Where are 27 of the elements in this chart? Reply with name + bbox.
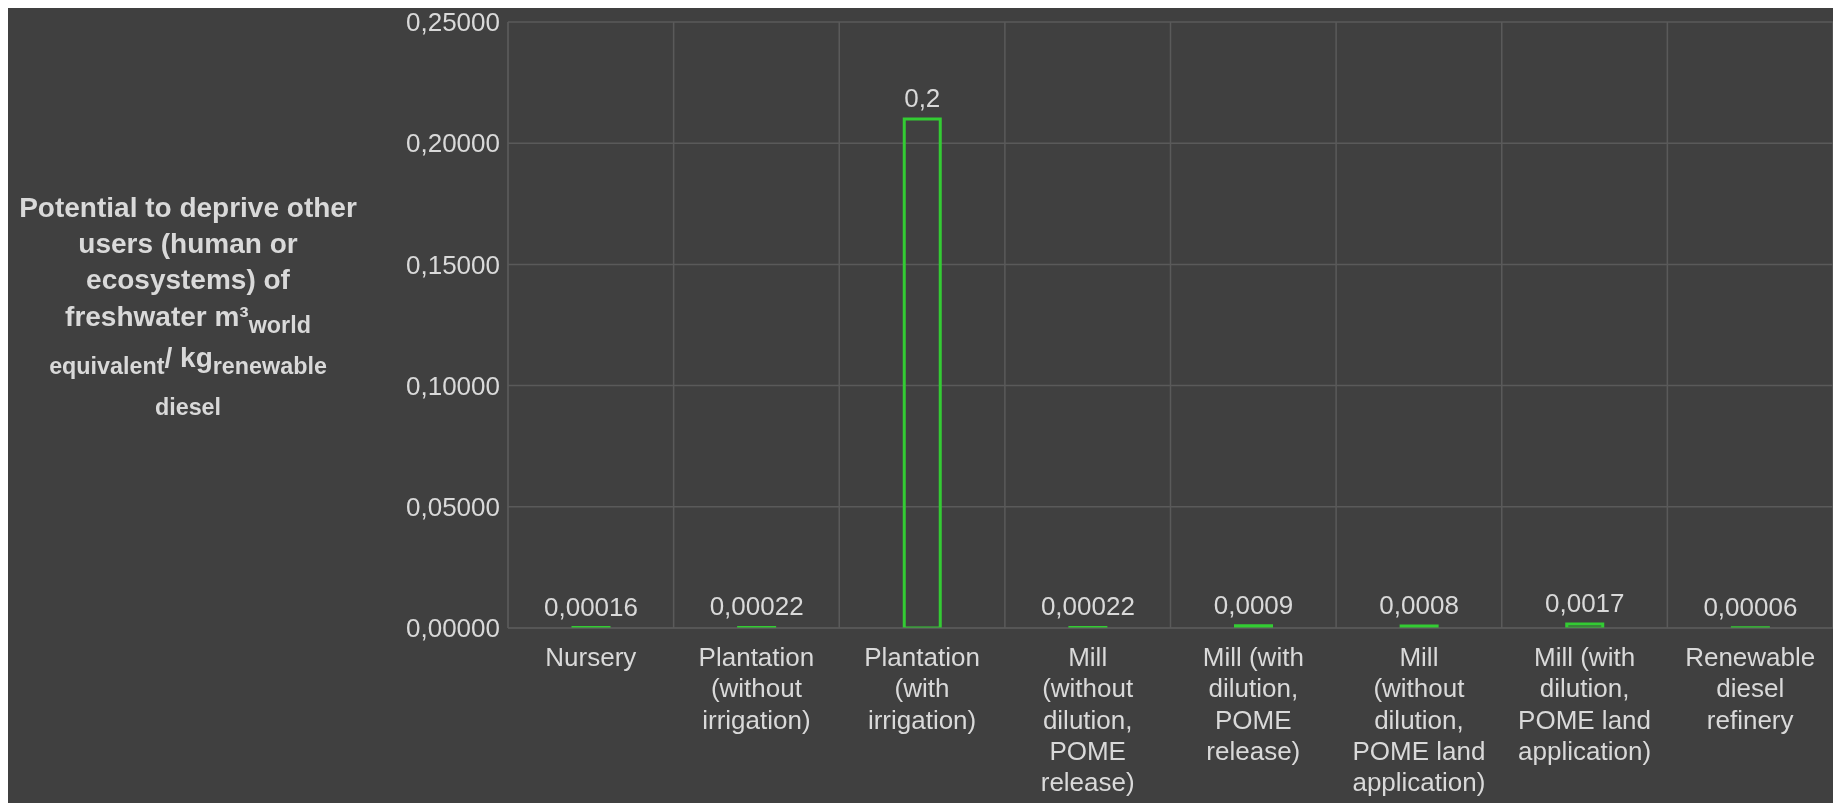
data-label: 0,0008 <box>1379 590 1459 621</box>
x-tick-label: Mill (with dilution, POME release) <box>1202 642 1304 766</box>
data-label: 0,0009 <box>1213 589 1294 620</box>
bar <box>1068 625 1108 628</box>
data-label: 0,00006 <box>1703 591 1798 622</box>
y-tick-label: 0,15000 <box>406 249 500 280</box>
x-tick-label: Plantation (with irrigation) <box>864 642 980 735</box>
bar <box>1234 624 1273 628</box>
data-label: 0,00022 <box>709 591 804 622</box>
x-tick-label: Mill (without dilution, POME release) <box>1040 642 1135 797</box>
bar <box>737 625 777 628</box>
data-label: 0,2 <box>904 82 941 113</box>
data-label: 0,0017 <box>1544 587 1625 618</box>
x-tick-label: Renewable diesel refinery <box>1685 642 1816 735</box>
x-tick-label: Mill (with dilution, POME land application) <box>1518 642 1652 766</box>
x-tick-label: Nursery <box>545 642 637 673</box>
y-tick-label: 0,00000 <box>406 613 500 644</box>
bar <box>1399 624 1439 628</box>
y-tick-label: 0,10000 <box>406 370 500 401</box>
y-tick-label: 0,25000 <box>406 7 500 38</box>
x-tick-label: Plantation (without irrigation) <box>698 642 815 735</box>
data-label: 0,00016 <box>544 591 638 622</box>
x-tick-label: Mill (without dilution, POME land application) <box>1352 642 1486 797</box>
data-label: 0,00022 <box>1040 591 1135 622</box>
y-tick-label: 0,05000 <box>406 492 500 523</box>
bar <box>902 117 942 628</box>
y-tick-label: 0,20000 <box>406 128 500 159</box>
